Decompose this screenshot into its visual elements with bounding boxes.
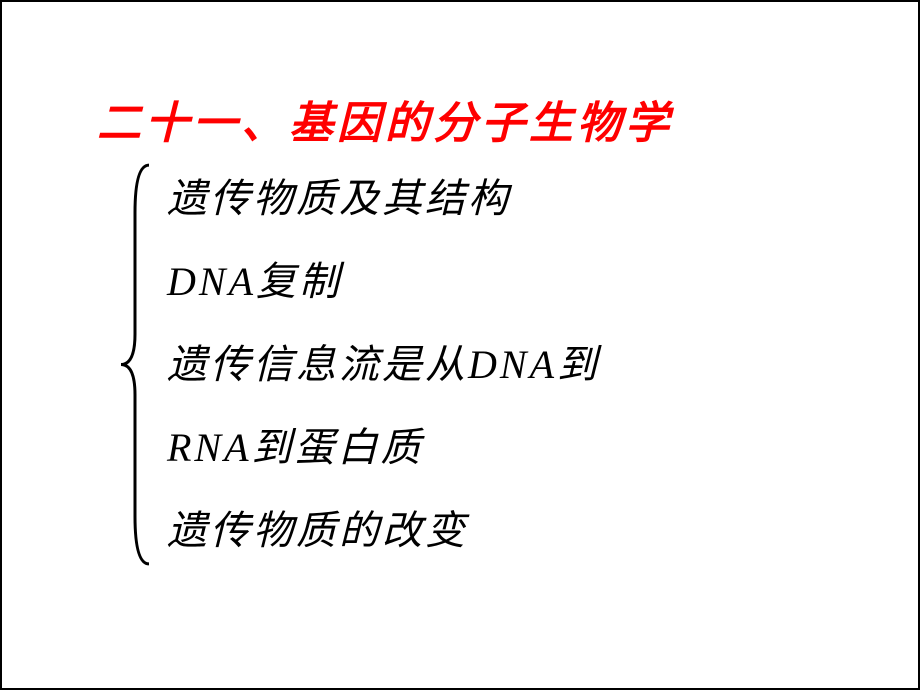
content-area: 遗传物质及其结构 DNA复制 遗传信息流是从DNA到 RNA到蛋白质 遗传物质的…	[117, 157, 600, 572]
item-1: 遗传物质及其结构	[167, 166, 600, 232]
item-2: DNA复制	[167, 249, 600, 315]
item-3-line2: RNA到蛋白质	[167, 415, 600, 481]
item-4: 遗传物质的改变	[167, 498, 600, 564]
item-3-line1: 遗传信息流是从DNA到	[167, 332, 600, 398]
slide-title: 二十一、基因的分子生物学	[97, 87, 673, 151]
left-brace	[117, 157, 157, 572]
items-list: 遗传物质及其结构 DNA复制 遗传信息流是从DNA到 RNA到蛋白质 遗传物质的…	[157, 157, 600, 572]
title-text: 二十一、基因的分子生物学	[97, 99, 673, 148]
